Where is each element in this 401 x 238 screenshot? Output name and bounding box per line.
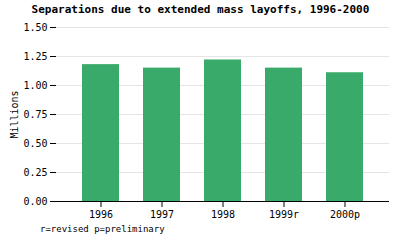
svg-text:0.75: 0.75: [23, 109, 47, 120]
svg-text:1996: 1996: [89, 209, 113, 220]
html-text:r=revised p=preliminary: r=revised p=preliminary: [40, 224, 165, 234]
svg-text:1999r: 1999r: [269, 209, 299, 220]
svg-text:1.25: 1.25: [23, 51, 47, 62]
html-text:Separations due to extended ma: Separations due to extended mass layoffs…: [31, 3, 370, 16]
svg-text:0.25: 0.25: [23, 167, 47, 178]
svg-text:0.00: 0.00: [23, 196, 47, 207]
svg-text:1.50: 1.50: [23, 22, 47, 33]
svg-text:Millions: Millions: [9, 90, 20, 138]
svg-text:2000p: 2000p: [330, 209, 360, 220]
svg-text:1998: 1998: [211, 209, 235, 220]
svg-text:1.00: 1.00: [23, 80, 47, 91]
svg-text:1997: 1997: [150, 209, 174, 220]
svg-text:0.50: 0.50: [23, 138, 47, 149]
